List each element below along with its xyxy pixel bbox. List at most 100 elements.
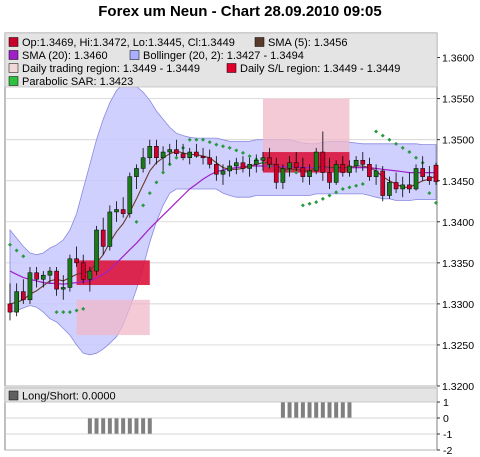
candle-body xyxy=(233,162,239,167)
daily-trading-region xyxy=(76,299,150,336)
long-short-bar xyxy=(147,418,152,434)
chart-title: Forex um Neun - Chart 28.09.2010 09:05 xyxy=(98,3,382,20)
sar-point xyxy=(147,191,152,196)
long-short-bar xyxy=(87,418,92,434)
sar-point xyxy=(8,242,12,247)
candle-body xyxy=(54,270,59,290)
candle-body xyxy=(373,170,379,177)
candle-body xyxy=(20,291,26,301)
candle-body xyxy=(413,168,419,190)
legend-swatch xyxy=(129,50,140,60)
sar-point xyxy=(387,137,392,142)
long-short-y-axis: 1 0 -1 -2 xyxy=(5,397,452,457)
sar-point xyxy=(414,155,419,160)
candle-body xyxy=(60,287,66,290)
candle-body xyxy=(320,151,326,173)
y-tick-label: 1.3500 xyxy=(442,135,474,147)
sar-point xyxy=(161,170,166,175)
legend-swatch xyxy=(8,76,19,86)
candle-body xyxy=(380,170,386,196)
candle-body xyxy=(107,211,113,247)
sar-point xyxy=(154,180,159,185)
candle-body xyxy=(300,167,306,177)
candle-body xyxy=(7,303,13,313)
long-short-bar xyxy=(121,418,126,434)
sar-point xyxy=(234,148,239,153)
daily-trading-region xyxy=(262,98,350,153)
sar-point xyxy=(334,190,339,195)
y-tick-label: 1.3450 xyxy=(442,176,474,188)
long-short-bar xyxy=(287,402,292,418)
long-short-bar xyxy=(320,402,325,418)
sar-point xyxy=(434,200,438,205)
long-short-y-tick-label: 1 xyxy=(443,397,449,409)
legend-swatch xyxy=(8,37,19,47)
sar-point xyxy=(174,155,179,160)
candle-body xyxy=(187,151,193,159)
candle-body xyxy=(40,274,46,280)
long-short-legend-swatch xyxy=(8,390,19,401)
legend-box xyxy=(4,32,438,88)
candle-body xyxy=(287,162,292,169)
candle-body xyxy=(94,229,99,272)
candle-body xyxy=(127,176,133,214)
candle-body xyxy=(67,258,73,288)
sar-point xyxy=(394,141,399,146)
y-axis: 1.3200 1.3250 1.3300 1.3350 1.3400 1.3450 1.35… xyxy=(437,53,474,393)
candle-body xyxy=(220,170,226,175)
long-short-bar xyxy=(280,402,285,418)
long-short-y-tick-label: -1 xyxy=(443,429,452,441)
y-tick-label: 1.3350 xyxy=(442,258,474,270)
long-short-bar xyxy=(127,418,132,434)
sar-point xyxy=(360,182,365,187)
long-short-bars xyxy=(87,402,352,434)
sar-point xyxy=(354,183,359,188)
candle-body xyxy=(27,272,33,301)
daily-regions xyxy=(76,98,350,336)
candle-body xyxy=(200,155,206,159)
long-short-y-tick-label: 0 xyxy=(443,413,449,425)
y-tick-label: 1.3300 xyxy=(442,299,474,311)
candle-body xyxy=(194,151,199,157)
legend-label: SMA (20): 1.3460 xyxy=(22,50,108,62)
y-tick-label: 1.3200 xyxy=(442,381,474,393)
sar-point xyxy=(74,308,79,313)
candle-body xyxy=(247,164,252,169)
sar-point xyxy=(374,129,379,134)
sar-point xyxy=(214,142,219,147)
sar-point xyxy=(54,310,59,315)
long-short-bar xyxy=(107,418,112,434)
candle-body xyxy=(260,157,266,161)
sar-point xyxy=(320,196,325,201)
legend-label: Daily trading region: 1.3449 - 1.3449 xyxy=(22,63,200,75)
sar-point xyxy=(201,137,206,142)
sar-point xyxy=(134,219,139,224)
candle-body xyxy=(114,209,119,213)
candle-body xyxy=(240,162,246,169)
candle-body xyxy=(180,153,186,159)
sar-point xyxy=(314,200,319,205)
legend-swatch xyxy=(8,50,19,60)
candle-body xyxy=(253,159,259,165)
candle-body xyxy=(433,164,439,182)
candle-body xyxy=(134,168,139,177)
long-short-y-tick-label: -2 xyxy=(443,445,452,457)
sar-point xyxy=(227,145,232,150)
candle-body xyxy=(47,270,53,276)
candle-body xyxy=(427,176,432,182)
legend-label: Op:1.3469, Hi:1.3472, Lo:1.3445, Cl:1.34… xyxy=(22,37,235,49)
sar-point xyxy=(81,306,86,311)
sar-point xyxy=(194,137,199,142)
candle-body xyxy=(147,146,153,159)
candle-body xyxy=(34,272,39,280)
sar-point xyxy=(427,191,432,196)
long-short-legend-label: Long/Short: 0.0000 xyxy=(22,391,116,403)
candle-body xyxy=(74,258,79,264)
legend-swatch xyxy=(226,63,237,73)
sar-point xyxy=(221,144,225,149)
candle-body xyxy=(313,151,319,172)
long-short-bar xyxy=(340,402,345,418)
long-short-bar xyxy=(334,402,339,418)
sar-point xyxy=(240,150,245,155)
sar-point xyxy=(307,201,312,206)
